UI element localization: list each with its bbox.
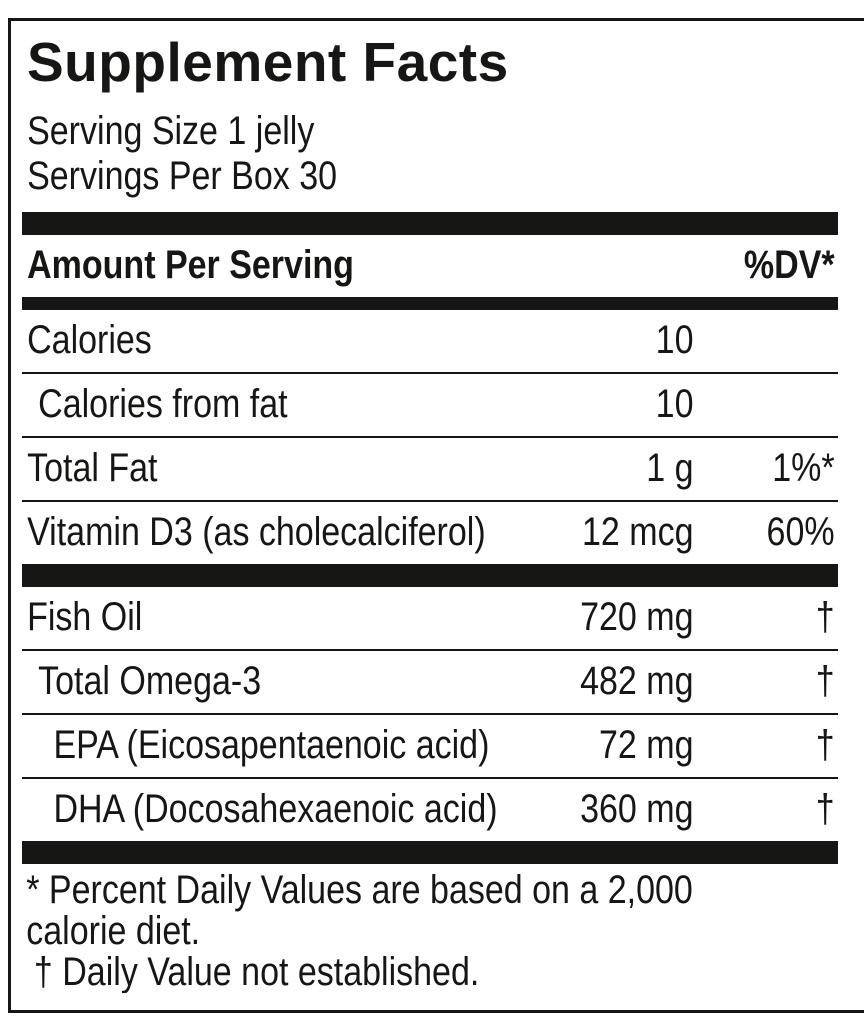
table-row: Calories from fat 10 <box>22 371 838 436</box>
table-header-row: Amount Per Serving %DV* <box>22 235 838 297</box>
servings-per-box-line: Servings Per Box 30 <box>27 153 338 198</box>
footnote-percent-dv-line1: * Percent Daily Values are based on a 2,… <box>26 867 693 912</box>
row-amount: 10 <box>655 382 694 427</box>
row-name: Calories <box>27 318 152 363</box>
row-amount: 1 g <box>646 446 694 491</box>
fish-oil-section: Fish Oil 720 mg † Total Omega-3 482 mg †… <box>22 587 838 841</box>
footnote-percent-dv-line2: calorie diet. <box>26 908 201 953</box>
row-name: Total Fat <box>27 446 158 491</box>
footnotes: * Percent Daily Values are based on a 2,… <box>22 867 838 993</box>
row-amount: 360 mg <box>580 787 694 832</box>
row-dv: † <box>815 723 835 768</box>
row-name: Total Omega-3 <box>38 659 262 704</box>
table-row: Fish Oil 720 mg † <box>22 587 838 649</box>
nutrients-section: Calories 10 Calories from fat 10 Total F… <box>22 310 838 564</box>
percent-dv-header-label: %DV* <box>743 243 835 288</box>
row-amount: 720 mg <box>580 595 694 640</box>
table-row: EPA (Eicosapentaenoic acid) 72 mg † <box>22 712 838 777</box>
row-dv: 1%* <box>772 446 835 491</box>
row-dv: 60% <box>766 510 835 555</box>
thick-divider-bar <box>22 840 838 864</box>
table-row: Total Fat 1 g 1%* <box>22 435 838 500</box>
row-amount: 10 <box>655 318 694 363</box>
row-amount: 12 mcg <box>582 510 694 555</box>
table-row: Calories 10 <box>22 310 838 372</box>
panel-title: Supplement Facts <box>27 31 509 93</box>
thick-divider-bar <box>22 211 838 235</box>
table-row: Total Omega-3 482 mg † <box>22 648 838 713</box>
row-name: DHA (Docosahexaenoic acid) <box>53 787 498 832</box>
medium-divider-bar <box>22 296 838 310</box>
thick-divider-bar <box>22 563 838 587</box>
serving-info: Serving Size 1 jelly Servings Per Box 30 <box>22 92 838 199</box>
amount-per-serving-label: Amount Per Serving <box>27 243 354 288</box>
serving-size-line: Serving Size 1 jelly <box>27 108 315 153</box>
row-dv: † <box>815 787 835 832</box>
row-name: Vitamin D3 (as cholecalciferol) <box>27 510 486 555</box>
supplement-facts-panel: Supplement Facts Serving Size 1 jelly Se… <box>8 18 864 1013</box>
table-row: DHA (Docosahexaenoic acid) 360 mg † <box>22 776 838 841</box>
panel-body: Serving Size 1 jelly Servings Per Box 30… <box>22 92 838 993</box>
row-amount: 72 mg <box>599 723 694 768</box>
table-row: Vitamin D3 (as cholecalciferol) 12 mcg 6… <box>22 499 838 564</box>
row-dv: † <box>815 659 835 704</box>
row-amount: 482 mg <box>580 659 694 704</box>
row-name: Calories from fat <box>38 382 288 427</box>
row-name: Fish Oil <box>27 595 143 640</box>
row-dv: † <box>815 595 835 640</box>
row-name: EPA (Eicosapentaenoic acid) <box>53 723 490 768</box>
footnote-dagger-line: † Daily Value not established. <box>33 949 480 993</box>
